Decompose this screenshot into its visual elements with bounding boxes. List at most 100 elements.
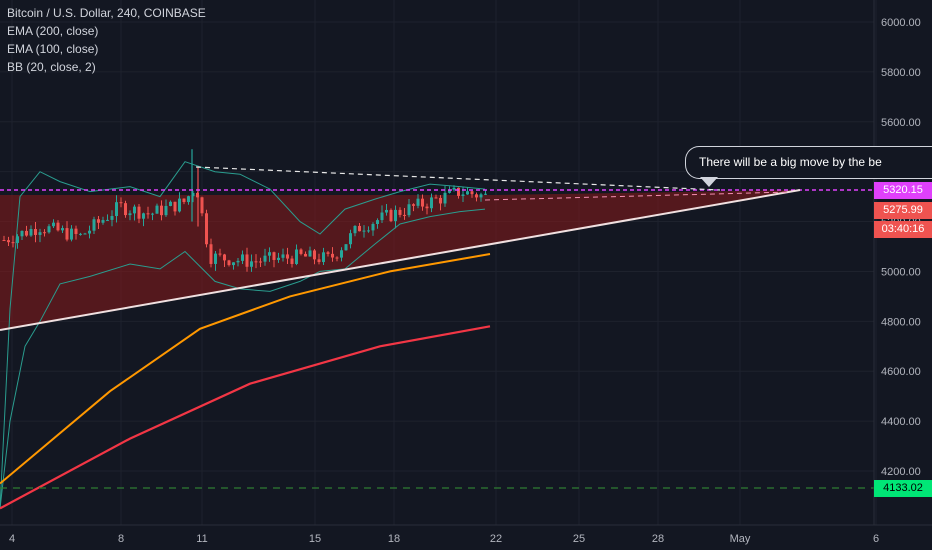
candle-body — [389, 209, 393, 222]
indicator-bb[interactable]: BB (20, close, 2) — [7, 60, 96, 74]
candle-body — [416, 198, 420, 206]
time-tick-label: 8 — [118, 533, 124, 545]
time-tick-label: 6 — [873, 533, 879, 545]
time-tick-label: 22 — [490, 533, 502, 545]
ema-100-line — [0, 253, 491, 485]
candle-body — [16, 236, 19, 243]
candle-body — [461, 194, 465, 196]
candle-body — [385, 209, 388, 213]
candle-body — [169, 201, 172, 206]
candle-body — [335, 257, 339, 259]
candle-body — [245, 254, 249, 267]
moving-averages — [0, 253, 491, 510]
candle-body — [43, 232, 46, 234]
candle-body — [79, 233, 82, 235]
price-tick-label: 6000.00 — [881, 17, 921, 29]
candle-body — [187, 196, 190, 203]
candle-body — [254, 261, 258, 263]
candle-body — [277, 257, 280, 260]
candle-body — [475, 194, 478, 198]
candle-body — [439, 197, 442, 204]
candle-body — [182, 198, 186, 203]
price-axis[interactable]: 6000.005800.005600.005400.005200.005000.… — [881, 17, 921, 478]
candle-body — [295, 249, 298, 264]
candle-body — [371, 223, 375, 231]
candle-body — [218, 253, 222, 255]
callout-pointer — [700, 177, 718, 187]
candle-body — [200, 197, 204, 214]
candle-body — [452, 187, 456, 190]
candle-body — [425, 206, 429, 209]
candle-body — [7, 240, 10, 243]
candle-body — [191, 192, 195, 197]
candle-body — [272, 252, 276, 260]
candle-body — [479, 194, 483, 198]
candle-body — [308, 250, 312, 257]
candle-body — [376, 220, 379, 224]
candle-body — [448, 189, 451, 193]
candle-body — [101, 220, 105, 223]
candle-body — [286, 254, 289, 259]
candle-body — [20, 230, 24, 237]
annotation-callout[interactable]: There will be a big move by the be — [685, 146, 932, 179]
indicator-ema100[interactable]: EMA (100, close) — [7, 42, 99, 56]
candle-body — [2, 240, 6, 242]
candle-body — [430, 197, 433, 209]
candle-body — [142, 213, 145, 219]
candle-body — [394, 209, 397, 222]
candle-body — [83, 233, 87, 235]
candle-body — [349, 233, 352, 245]
time-tick-label: 28 — [652, 533, 664, 545]
candle-body — [353, 225, 357, 234]
time-tick-label: 15 — [309, 533, 321, 545]
candle-body — [344, 244, 348, 251]
candle-body — [326, 252, 330, 254]
indicator-ema200[interactable]: EMA (200, close) — [7, 24, 99, 38]
candle-body — [92, 219, 96, 231]
projection-line — [484, 191, 791, 201]
time-axis[interactable]: 4 8 11 15 18 22 25 28 May 6 — [9, 533, 879, 545]
candle-body — [110, 216, 114, 220]
symbol-title[interactable]: Bitcoin / U.S. Dollar, 240, COINBASE — [7, 6, 206, 20]
candle-body — [236, 260, 240, 263]
candle-body — [443, 192, 447, 204]
candle-body — [209, 244, 213, 264]
candle-body — [241, 254, 244, 261]
candle-body — [223, 254, 226, 261]
candle-body — [164, 205, 168, 216]
candle-body — [137, 206, 141, 219]
candle-body — [281, 254, 285, 258]
candle-body — [34, 229, 37, 235]
candle-body — [146, 213, 150, 215]
candle-body — [470, 191, 474, 195]
candle-body — [128, 213, 132, 216]
candle-body — [290, 258, 294, 264]
candle-body — [358, 225, 361, 232]
candle-body — [133, 206, 136, 214]
candle-body — [173, 201, 177, 212]
candle-body — [340, 250, 343, 258]
candle-body — [331, 253, 334, 258]
ascending-trendline — [0, 189, 801, 331]
time-tick-label: 11 — [196, 533, 207, 545]
candle-body — [457, 187, 460, 196]
candlesticks — [2, 149, 487, 272]
candle-body — [317, 259, 321, 263]
candle-body — [178, 198, 181, 212]
price-tick-label: 4600.00 — [881, 366, 921, 378]
candle-body — [56, 222, 60, 231]
candle-body — [380, 212, 384, 221]
support-price-tag: 4133.02 — [874, 480, 932, 497]
candle-body — [70, 228, 73, 240]
candle-body — [25, 230, 28, 236]
candle-body — [398, 209, 402, 215]
candle-body — [115, 202, 118, 217]
price-tick-label: 5800.00 — [881, 67, 921, 79]
candle-body — [106, 219, 109, 221]
candle-body — [47, 226, 51, 233]
time-tick-label: 18 — [388, 533, 400, 545]
candle-body — [38, 232, 42, 235]
candle-body — [124, 203, 127, 216]
